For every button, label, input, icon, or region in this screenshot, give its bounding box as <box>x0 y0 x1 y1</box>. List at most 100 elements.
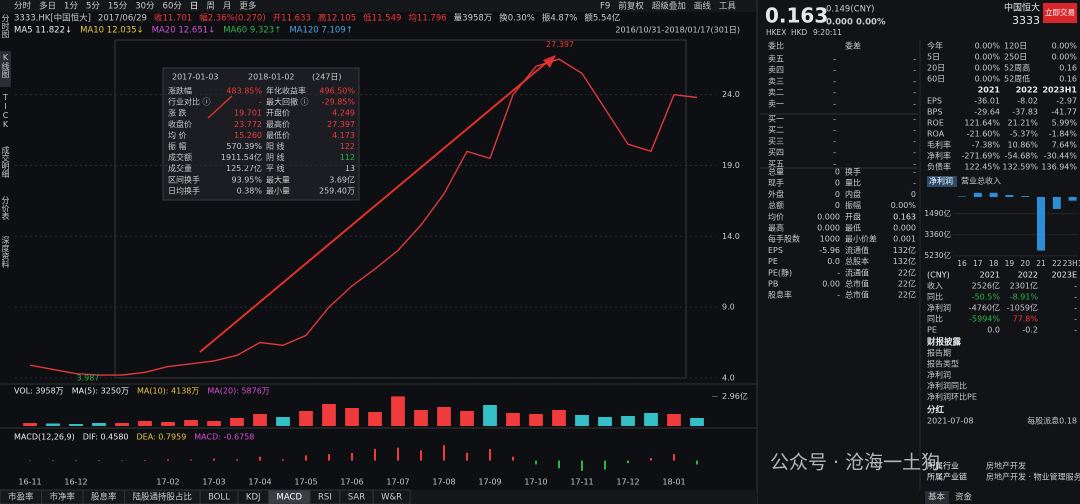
x-tick-label: 17-06 <box>340 478 363 487</box>
indicator-tab[interactable]: RSI <box>318 493 332 503</box>
macd-bar <box>696 460 698 465</box>
change-pct: 0.00% <box>856 18 886 28</box>
stat-value: 27.397 <box>327 120 355 129</box>
volume-bar <box>92 423 106 426</box>
mkt-value: - <box>913 179 916 188</box>
mkt-label: 总股本 <box>845 256 869 266</box>
volume-bar <box>368 412 382 426</box>
x-tick-label: 17-05 <box>294 478 317 487</box>
stat-value: 93.95% <box>231 175 262 184</box>
stat-label: 成交额 <box>168 152 192 162</box>
trend-arrow <box>199 57 553 353</box>
indicator-tab[interactable]: MACD <box>277 493 303 503</box>
fin-value: 7.64% <box>1052 141 1078 150</box>
volume-bar <box>690 418 704 426</box>
ob-price: - <box>833 77 836 86</box>
sidebar-tab[interactable]: 分价表 <box>1 196 10 221</box>
mkt-label: 量比 <box>845 178 861 188</box>
fin-value: -30.44% <box>1044 152 1078 161</box>
price: 0.163 <box>765 4 828 28</box>
stat-label: 年化收益率 <box>266 86 306 96</box>
fin-value: -36.01 <box>974 97 1000 106</box>
ret-label: 52周低 <box>1004 74 1030 84</box>
ret-value: 0.00% <box>975 75 1001 84</box>
mkt-label: 总量 <box>768 167 784 177</box>
ret-value: 0.00% <box>1052 42 1078 51</box>
mkt-value: 0.00% <box>891 201 917 210</box>
ma-label: MA60 9.323↑ <box>223 26 281 36</box>
mkt-value: - <box>837 291 840 300</box>
sidebar-tab[interactable]: 成交明细 <box>1 145 10 179</box>
indicator-tab[interactable]: 市净率 <box>50 492 76 503</box>
volume-bar <box>23 423 37 426</box>
volume-bar <box>161 422 175 426</box>
fin-value: 10.86% <box>1007 141 1038 150</box>
industry-label: 所属行业 <box>927 461 959 471</box>
ob-level: 卖二 <box>768 88 784 97</box>
mkt-value: 22亿 <box>898 290 916 300</box>
volume-bar <box>276 417 290 426</box>
macd-legend: MACD(12,26,9) <box>14 433 75 442</box>
volume-bar <box>322 404 336 426</box>
sidebar-tab[interactable]: TICK <box>1 93 10 129</box>
indicator-tab[interactable]: 市盈率 <box>8 492 34 503</box>
indicator-tab[interactable]: 股息率 <box>91 492 117 503</box>
macd-legend: MACD: -0.6758 <box>194 433 254 442</box>
macd-bar <box>52 460 54 462</box>
macd-bar <box>397 447 399 461</box>
volume-bar <box>598 417 612 426</box>
volume-bar <box>644 413 658 426</box>
fin-value: -2.97 <box>1056 97 1077 106</box>
macd-bar <box>167 459 169 461</box>
indicator-tab[interactable]: BOLL <box>208 493 230 503</box>
stat-value: 496.50% <box>319 87 355 96</box>
report-item: 报告期 <box>927 348 951 358</box>
stat-label: 振 幅 <box>168 141 187 151</box>
macd-bar <box>420 450 422 461</box>
volume-bar <box>391 396 405 426</box>
dividend-date: 2021-07-08 <box>927 417 974 426</box>
ob-volume: - <box>913 126 916 135</box>
period-tab: 多日 <box>39 1 56 12</box>
macd-bar <box>305 455 307 461</box>
prev-close: 0.149(CNY) <box>826 5 874 15</box>
ret-value: 0.16 <box>1059 75 1077 84</box>
ret-value: 0.00% <box>975 53 1001 62</box>
tool: F9 <box>600 2 610 12</box>
fc-label: 净利润 <box>927 303 951 313</box>
indicator-tab[interactable]: 陆股通持股占比 <box>133 492 193 503</box>
period-tab: 更多 <box>239 1 257 12</box>
stat-label: 最大回撤 ⓘ <box>266 97 309 107</box>
stat-value: -29.85% <box>322 98 356 107</box>
sidebar-tab[interactable]: K线图 <box>1 53 10 79</box>
stat-label: 成交量 <box>168 163 192 173</box>
panel-tab[interactable]: 资金 <box>955 492 973 503</box>
mkt-value: - <box>913 168 916 177</box>
stat-label: 行业对比 ⓘ <box>168 97 211 107</box>
y-tick-label: 2.96亿 <box>722 391 748 401</box>
tab-border <box>372 489 411 504</box>
indicator-tab[interactable]: W&R <box>381 493 402 503</box>
fc-value: - <box>1074 282 1077 291</box>
volume-bar <box>299 411 313 426</box>
report-item: 净利润 <box>927 370 951 380</box>
indicator-tab[interactable]: SAR <box>348 493 365 503</box>
volume-bar <box>253 414 267 426</box>
macd-legend: DIF: 0.4580 <box>83 433 129 442</box>
trade-button[interactable] <box>1043 3 1077 23</box>
ma-label: MA20 12.651↓ <box>152 26 216 36</box>
sidebar-tab[interactable]: 分时图 <box>1 14 10 39</box>
fin-value: 21.21% <box>1007 119 1038 128</box>
macd-bar <box>581 460 583 471</box>
mkt-label: PE(静) <box>768 267 792 277</box>
sidebar-tab[interactable]: 深度资料 <box>1 236 10 269</box>
trade-button-label[interactable]: 立即交易 <box>1045 7 1075 17</box>
macd-bar <box>604 460 606 470</box>
panel-tab[interactable]: 基本 <box>928 492 946 503</box>
mkt-label: 总市值 <box>845 279 869 289</box>
change: 0.000 <box>826 18 853 28</box>
quote-item: 量3958万 <box>454 14 493 24</box>
ob-volume: - <box>913 99 916 108</box>
indicator-tab[interactable]: KDJ <box>246 493 261 503</box>
fc-value: -5994% <box>969 315 1000 324</box>
